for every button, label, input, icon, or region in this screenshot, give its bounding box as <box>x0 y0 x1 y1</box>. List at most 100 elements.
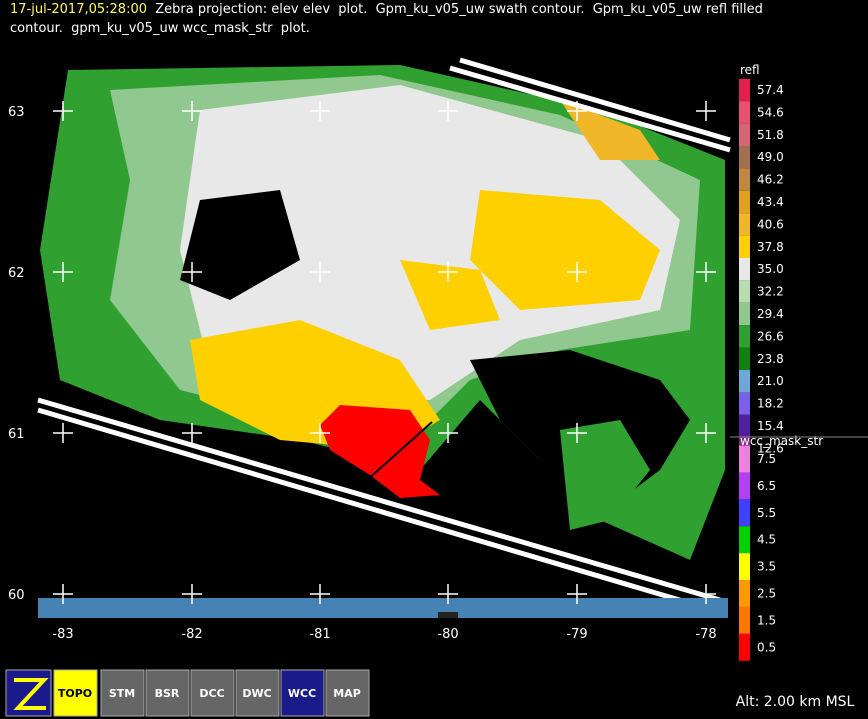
legend-label: 5.5 <box>757 506 776 520</box>
field-area <box>560 420 650 530</box>
grid-cross <box>310 584 330 604</box>
toolbar-button[interactable]: WCC <box>280 669 325 717</box>
legend-swatch <box>739 235 750 258</box>
grid-cross <box>696 584 716 604</box>
swath-edge <box>37 57 731 615</box>
legend-label: 51.8 <box>757 128 784 142</box>
toolbar-button[interactable]: STM <box>100 669 145 717</box>
legend-label: 29.4 <box>757 307 784 321</box>
legend-label: 49.0 <box>757 150 784 164</box>
lon-label: -83 <box>52 627 73 642</box>
legend-swatch <box>739 146 750 169</box>
grid-cross <box>310 262 330 282</box>
legend-label: 6.5 <box>757 479 776 493</box>
grid-cross <box>696 423 716 443</box>
button-label: DWC <box>242 687 271 700</box>
button-label: BSR <box>155 687 180 700</box>
toolbar-button[interactable] <box>5 669 52 717</box>
lon-label: -78 <box>695 627 716 642</box>
toolbar-button[interactable]: MAP <box>325 669 370 717</box>
grid-cross <box>53 262 73 282</box>
grid-cross <box>438 101 458 121</box>
lat-label: 61 <box>8 427 25 442</box>
lon-label: -80 <box>437 627 458 642</box>
grid-cross <box>567 262 587 282</box>
button-bg <box>53 669 98 717</box>
lat-label: 60 <box>8 588 25 603</box>
grid-cross <box>53 423 73 443</box>
legend-label: 26.6 <box>757 329 784 343</box>
field-area <box>320 405 440 498</box>
legend-swatch <box>739 370 750 393</box>
legend-label: 0.5 <box>757 640 776 654</box>
legend-swatch <box>739 347 750 370</box>
legend-swatch <box>739 414 750 438</box>
legend-label: 4.5 <box>757 533 776 547</box>
legend-label: 23.8 <box>757 352 784 366</box>
legend-swatch <box>739 580 750 607</box>
lon-label: -81 <box>309 627 330 642</box>
button-bg <box>235 669 280 717</box>
legend-swatch <box>739 78 750 102</box>
legend-swatch <box>739 499 750 527</box>
grid-cross <box>53 584 73 604</box>
toolbar-button[interactable]: BSR <box>145 669 190 717</box>
button-bg <box>190 669 235 717</box>
radar-field <box>37 57 731 618</box>
field-area <box>400 260 500 330</box>
toolbar-button[interactable]: DCC <box>190 669 235 717</box>
grid-cross <box>567 423 587 443</box>
button-bg <box>100 669 145 717</box>
legend-label: 57.4 <box>757 83 784 97</box>
grid-cross <box>696 101 716 121</box>
legend-label: 7.5 <box>757 452 776 466</box>
legend-swatch <box>739 392 750 415</box>
legend-label: 37.8 <box>757 240 784 254</box>
legend-label: 40.6 <box>757 217 784 231</box>
legend-label: 3.5 <box>757 560 776 574</box>
button-bg <box>280 669 325 717</box>
header-line: 17-jul-2017,05:28:00 Zebra projection: e… <box>10 2 763 17</box>
legend-label: 32.2 <box>757 285 784 299</box>
lat-label: 63 <box>8 105 25 120</box>
grid-cross <box>696 262 716 282</box>
header-line: contour. gpm_ku_v05_uw wcc_mask_str plot… <box>10 21 310 36</box>
legend-swatch <box>739 606 750 634</box>
legend-title: refl <box>740 63 760 77</box>
logo <box>13 678 49 710</box>
legend-label: 35.0 <box>757 262 784 276</box>
field-area <box>560 100 660 160</box>
grid-cross <box>310 423 330 443</box>
lon-label: -79 <box>566 627 587 642</box>
legend-swatch <box>739 302 750 326</box>
toolbar-button[interactable]: DWC <box>235 669 280 717</box>
field-area <box>470 190 660 310</box>
field-gap <box>180 190 300 300</box>
grid-cross <box>182 584 202 604</box>
status-text: Alt: 2.00 km MSL <box>736 694 855 710</box>
legend-swatch <box>739 633 750 661</box>
toolbar-button[interactable]: TOPO <box>53 669 98 717</box>
button-label: STM <box>109 687 135 700</box>
field-area <box>180 85 680 400</box>
grid-cross <box>438 262 458 282</box>
grid-cross <box>182 423 202 443</box>
legend-swatch <box>739 190 750 214</box>
legend-swatch <box>739 123 750 146</box>
grid-cross <box>438 423 458 443</box>
legend-title: wcc_mask_str <box>740 434 823 448</box>
button-bg <box>325 669 370 717</box>
button-label: DCC <box>199 687 224 700</box>
grid-cross <box>567 101 587 121</box>
grid-cross <box>567 584 587 604</box>
legend-swatch <box>739 280 750 303</box>
legend-swatch <box>739 258 750 281</box>
legend-swatch <box>739 325 750 348</box>
legend-swatch <box>739 526 750 554</box>
legend-swatch <box>739 168 750 191</box>
grid-cross <box>53 101 73 121</box>
legend-swatch <box>739 472 750 500</box>
grid-cross <box>182 101 202 121</box>
